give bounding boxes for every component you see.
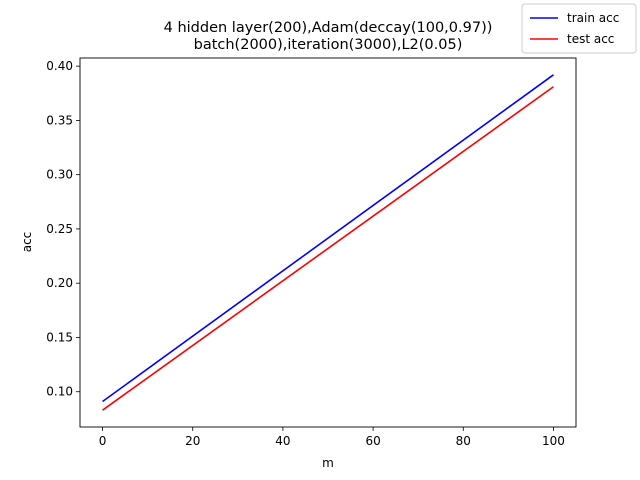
y-tick-label: 0.15 <box>46 330 73 344</box>
y-tick-label: 0.10 <box>46 385 73 399</box>
chart-title-line-2: batch(2000),iteration(3000),L2(0.05) <box>194 37 463 53</box>
plot-area <box>79 57 577 428</box>
series-lines <box>102 74 554 411</box>
y-tick-label: 0.35 <box>46 113 73 127</box>
x-axis-label: m <box>322 456 334 470</box>
x-tick-label: 0 <box>99 434 107 448</box>
legend: train acc test acc <box>521 3 637 54</box>
y-axis-label: acc <box>20 232 34 253</box>
legend-label-train-acc: train acc <box>567 11 619 25</box>
y-tick-label: 0.25 <box>46 222 73 236</box>
x-tick-label: 100 <box>542 434 565 448</box>
y-axis-ticks: 0.10 0.15 0.20 0.25 0.30 0.35 0.40 <box>46 59 80 399</box>
x-tick-label: 80 <box>456 434 471 448</box>
series-line-train-acc <box>102 74 554 403</box>
x-tick-label: 20 <box>185 434 200 448</box>
series-line-test-acc <box>102 86 554 411</box>
x-tick-label: 60 <box>365 434 380 448</box>
x-tick-label: 40 <box>275 434 290 448</box>
y-tick-label: 0.40 <box>46 59 73 73</box>
x-axis-ticks: 0 20 40 60 80 100 <box>99 427 565 448</box>
y-tick-label: 0.20 <box>46 276 73 290</box>
y-tick-label: 0.30 <box>46 168 73 182</box>
chart-title-line-1: 4 hidden layer(200),Adam(deccay(100,0.97… <box>164 20 493 36</box>
legend-box <box>521 3 637 54</box>
legend-label-test-acc: test acc <box>567 32 614 46</box>
